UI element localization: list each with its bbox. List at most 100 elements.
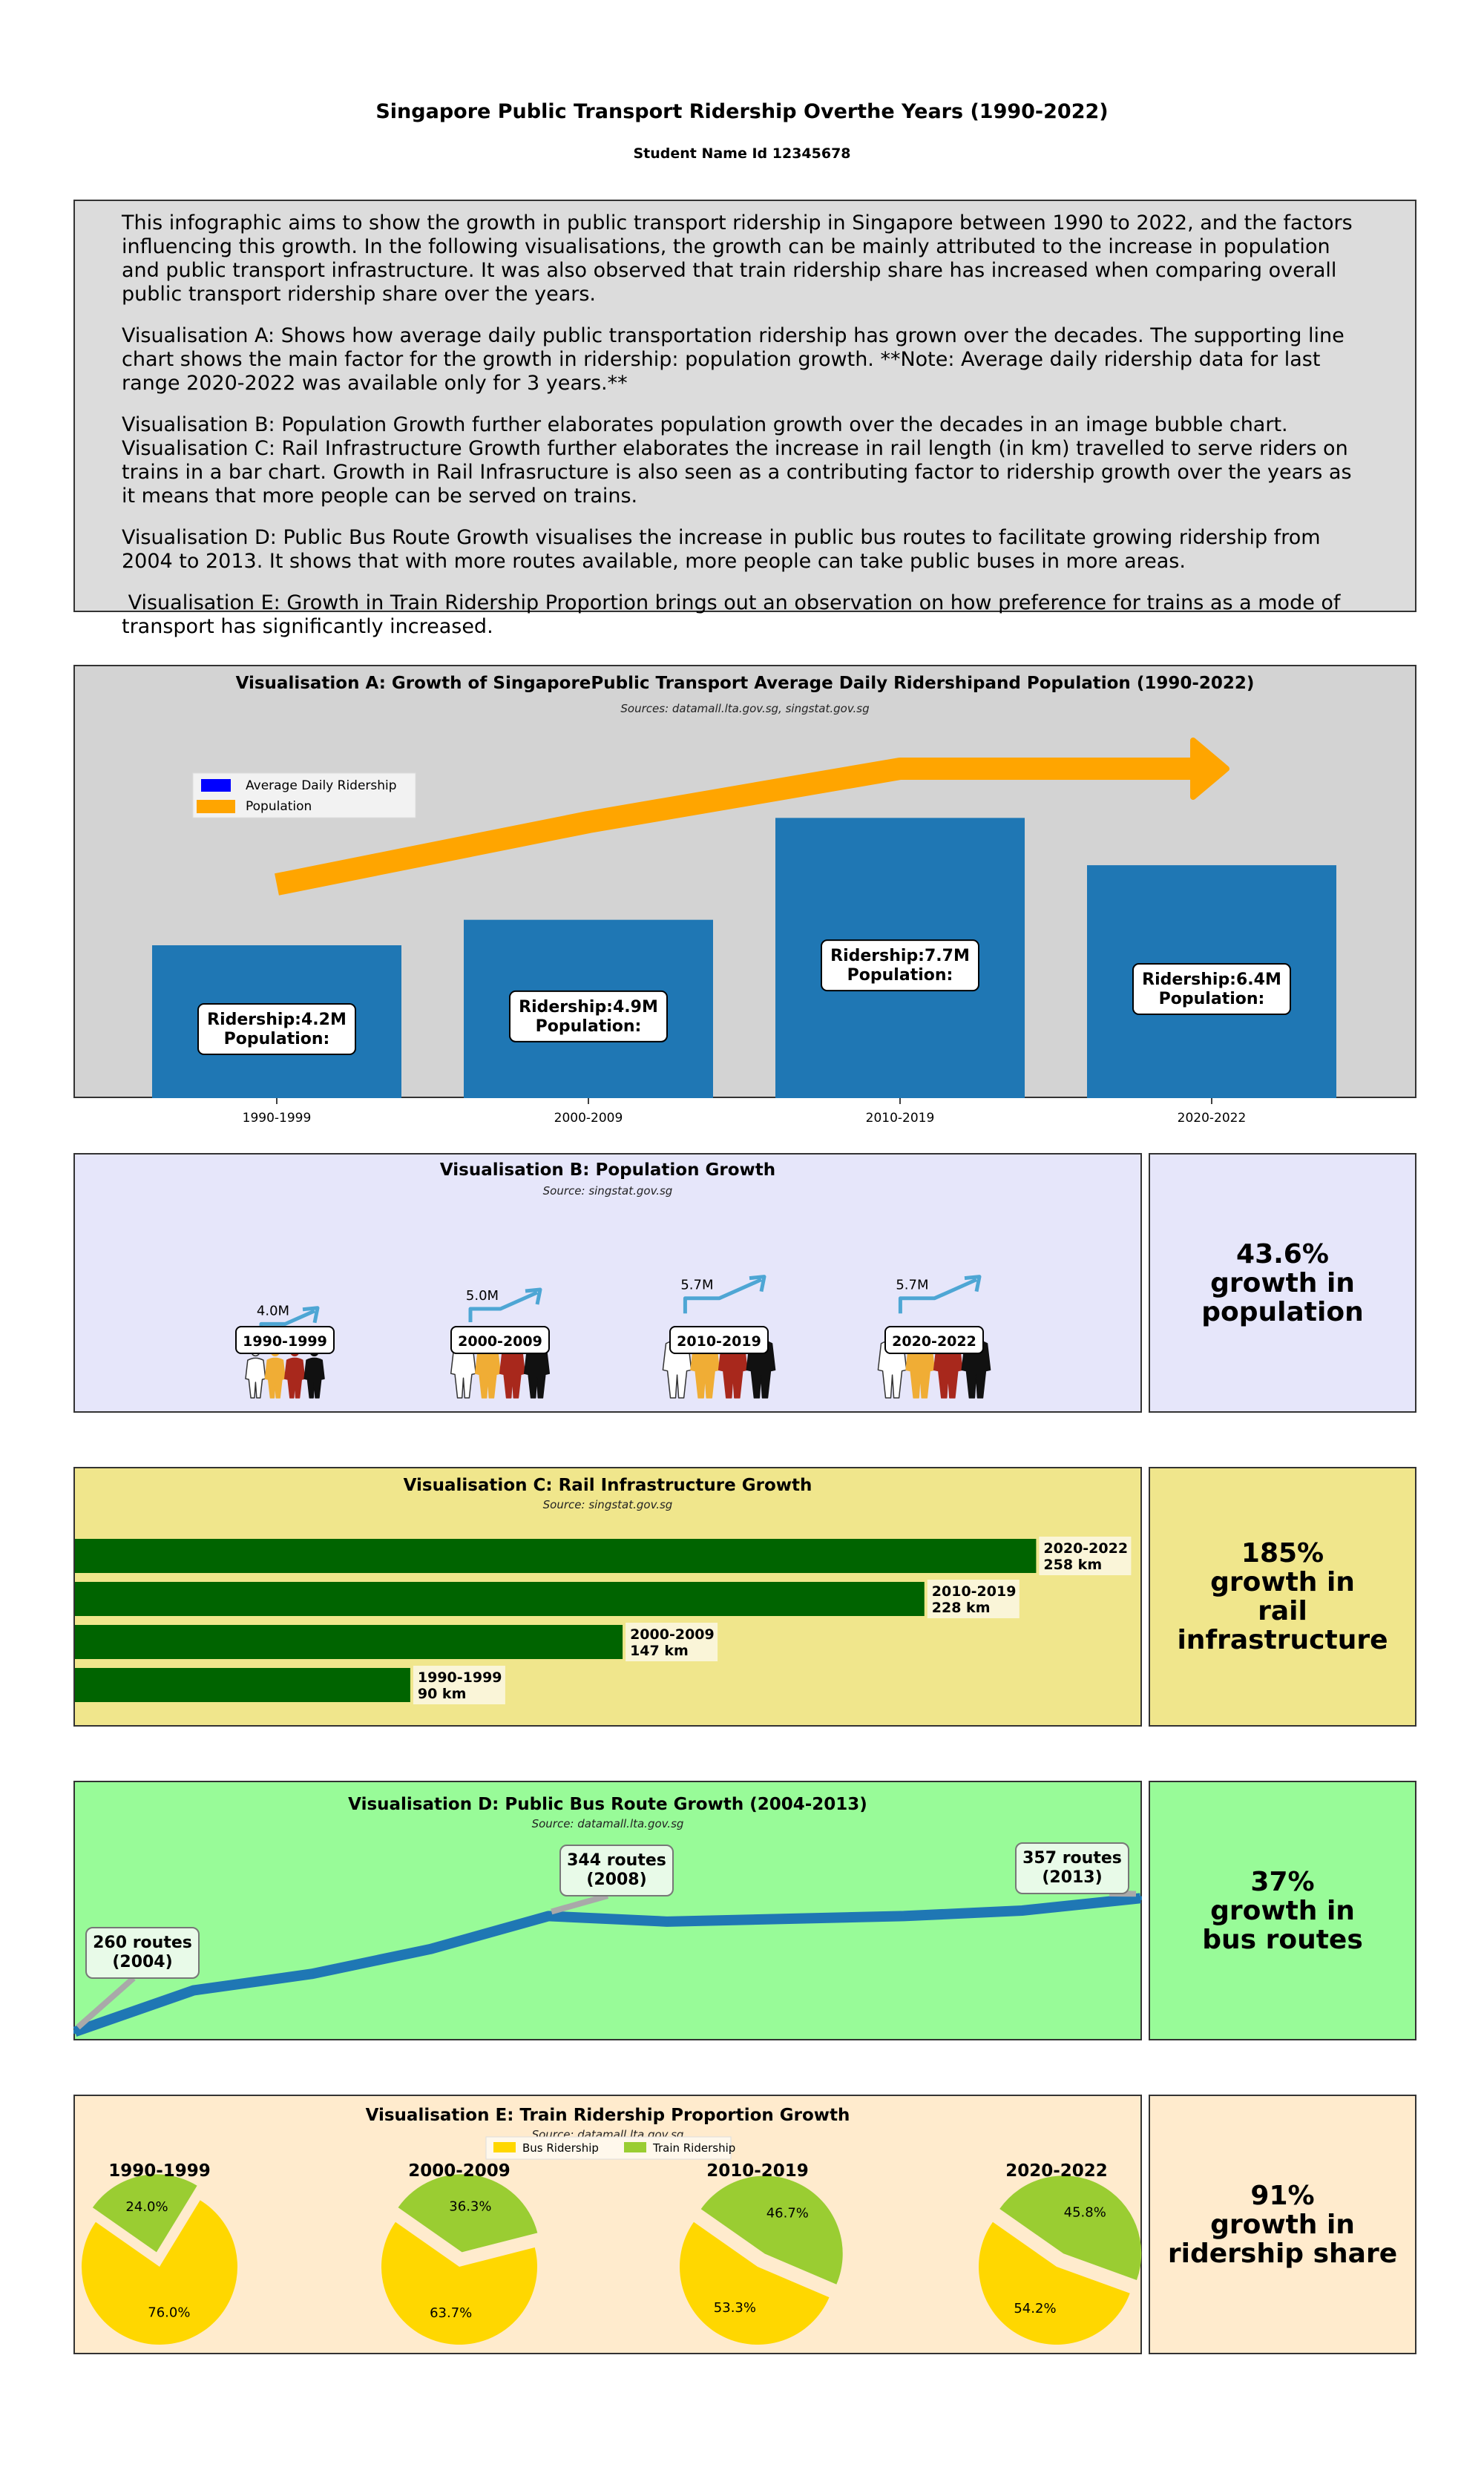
intro-paragraph: Visualisation E: Growth in Train Ridersh… (122, 591, 1347, 638)
train-slice (92, 2174, 197, 2253)
viz-d-title: Visualisation D: Public Bus Route Growth… (348, 1795, 867, 1814)
viz-c-chart: 2020-2022 258 km 2010-2019 228 km 2000-2009 1… (75, 1537, 1132, 1704)
legend-label: Bus Ridership (522, 2141, 599, 2155)
person-body (264, 1357, 286, 1399)
viz-c-source: Source: singstat.gov.sg (542, 1498, 673, 1511)
intro-paragraph: Visualisation D: Public Bus Route Growth… (122, 526, 1321, 573)
bus-slice (381, 2221, 538, 2345)
bar-label-box (509, 990, 668, 1042)
page-title: Singapore Public Transport Ridership Ove… (375, 100, 1109, 123)
viz-c-stat: 185% growth in rail infrastructure (1149, 1467, 1416, 1727)
route-annotation: 357 routes (2013) (1015, 1842, 1137, 1897)
annotation-pointer (551, 1893, 609, 1915)
person-body (499, 1347, 526, 1399)
legend-label: Train Ridership (652, 2141, 735, 2155)
population-bubble: 5.7M 2010-2019 (662, 1275, 776, 1399)
rail-bar (75, 1539, 1037, 1573)
bus-route-point (73, 2029, 77, 2034)
bus-share-label: 63.7% (430, 2305, 472, 2321)
bus-route-line (73, 1893, 1141, 2037)
bar-label-box (1132, 963, 1291, 1016)
viz-b-chart: 4.0M1990-19995.0M2000-20095.7M2010-20195… (235, 1275, 991, 1399)
person-body (474, 1347, 502, 1399)
growth-arrow-icon (898, 1278, 978, 1314)
bus-route-point (1138, 1896, 1142, 1901)
viz-e-stat: 91% growth in ridership share (1149, 2095, 1416, 2354)
growth-arrowhead-icon (302, 1306, 320, 1324)
bus-route-point (427, 1946, 433, 1951)
bar-label-text: Ridership:4.2M Population: (207, 1011, 347, 1048)
train-share-label: 36.3% (449, 2198, 491, 2214)
intro-panel: This infographic aims to show the growth… (73, 200, 1416, 638)
growth-arrowhead-icon (749, 1275, 766, 1293)
bar-label-text: Ridership:4.9M Population: (519, 998, 658, 1036)
population-bubble: 5.0M 2000-2009 (450, 1287, 551, 1399)
bar-label: Ridership:4.9M Population: (509, 990, 668, 1042)
train-slice (700, 2175, 843, 2285)
growth-arrow-icon (468, 1290, 539, 1322)
pie-title: 1990-1999 (108, 2161, 211, 2181)
category-label-box (235, 1326, 335, 1354)
rail-label-box (413, 1666, 505, 1704)
pie-title: 2000-2009 (408, 2161, 510, 2181)
category-label-box (450, 1326, 550, 1354)
annotation-label: 260 routes (2004) (93, 1934, 192, 1971)
bus-route-point (191, 1988, 196, 1993)
bar-label-box (197, 1003, 356, 1055)
annotation-box (559, 1845, 674, 1896)
viz-d-source: Source: datamall.lta.gov.sg (531, 1817, 684, 1830)
intro-paragraph: Visualisation B: Population Growth furth… (122, 413, 1352, 508)
rail-label-box (1039, 1537, 1132, 1575)
bus-share-label: 76.0% (148, 2305, 190, 2321)
bus-route-point (309, 1971, 315, 1977)
bus-route-point (1020, 1908, 1025, 1913)
bar-label: Ridership:6.4M Population: (1132, 963, 1291, 1016)
annotation-box (1015, 1842, 1129, 1894)
bus-route-point (901, 1914, 906, 1919)
annotation-box (85, 1927, 200, 1979)
intro-paragraph: Visualisation A: Shows how average daily… (122, 324, 1345, 395)
rail-bar-group: 1990-1999 90 km (75, 1666, 505, 1704)
population-line (275, 758, 1197, 896)
person-body (284, 1357, 306, 1399)
population-value-label: 5.0M (466, 1288, 499, 1304)
legend: Bus Ridership Train Ridership (485, 2136, 735, 2160)
population-value-label: 5.7M (896, 1278, 928, 1293)
legend-swatch-train (624, 2142, 646, 2152)
population-value-label: 4.0M (257, 1303, 289, 1318)
bus-route-point (783, 1917, 788, 1922)
ridership-pie: 76.0% 24.0% 1990-1999 (81, 2161, 237, 2345)
annotation-pointer (76, 1976, 136, 2030)
legend-box (485, 2136, 732, 2160)
viz-b-stat: 43.6% growth in population (1149, 1153, 1416, 1413)
category-label: 2000-2009 (458, 1333, 542, 1350)
population-bubble: 4.0M 1990-1999 (235, 1303, 335, 1399)
bar-label: Ridership:4.2M Population: (197, 1003, 356, 1055)
rail-bar-group: 2000-2009 147 km (75, 1623, 718, 1661)
population-arrowhead (1190, 738, 1229, 800)
rail-bar (75, 1582, 925, 1616)
legend-swatch-population (197, 800, 235, 813)
bus-share-label: 53.3% (714, 2300, 756, 2316)
rail-label: 2020-2022 258 km (1043, 1540, 1128, 1573)
annotation-label: 344 routes (2008) (567, 1851, 666, 1889)
pie-title: 2020-2022 (1005, 2161, 1108, 2181)
rail-label: 1990-1999 90 km (418, 1669, 502, 1702)
bus-slice (979, 2221, 1130, 2345)
growth-arrowhead-icon (525, 1287, 542, 1305)
ridership-pie: 63.7% 36.3% 2000-2009 (381, 2161, 538, 2345)
viz-a-source: Sources: datamall.lta.gov.sg, singstat.g… (620, 702, 870, 715)
pie-title: 2010-2019 (706, 2161, 809, 2181)
bar-label-box (821, 939, 979, 992)
bus-route-point (664, 1919, 669, 1924)
rail-label: 2000-2009 147 km (630, 1626, 715, 1659)
viz-e-title: Visualisation E: Train Ridership Proport… (365, 2106, 850, 2125)
person-body (450, 1347, 477, 1399)
growth-arrow-icon (683, 1278, 763, 1314)
legend-label: Average Daily Ridership (246, 778, 397, 793)
rail-label-box (626, 1623, 718, 1661)
population-value-label: 5.7M (680, 1278, 713, 1293)
growth-arrowhead-icon (964, 1275, 982, 1293)
person-body (245, 1357, 266, 1399)
rail-bar (75, 1668, 410, 1702)
